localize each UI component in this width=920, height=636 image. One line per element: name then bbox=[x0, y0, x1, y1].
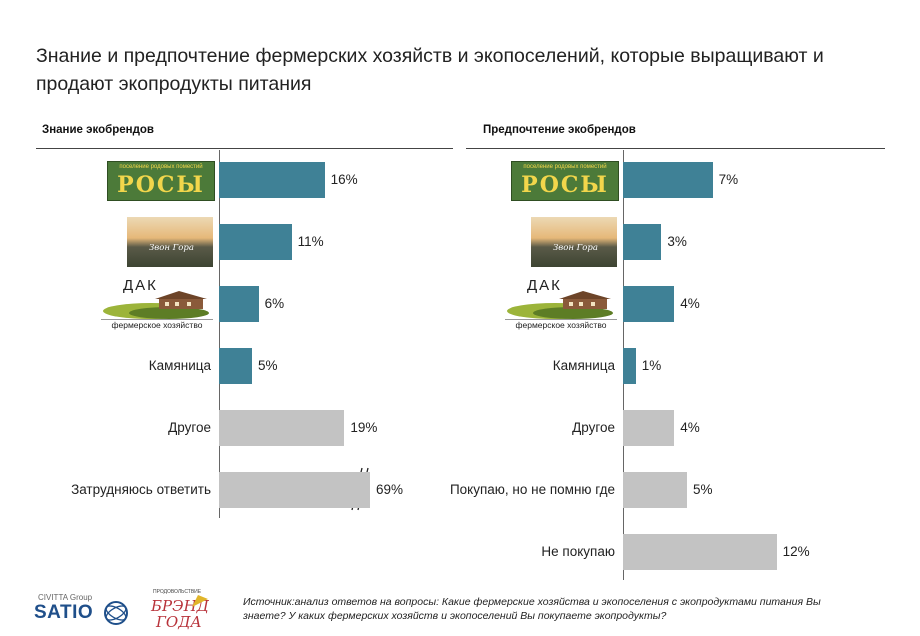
value-label: 3% bbox=[667, 234, 687, 249]
rosy-logo-text: РОСЫ bbox=[521, 172, 609, 198]
brand-of-year-logo: ПРОДОВОЛЬСТВИЕ БРЭНД ГОДА bbox=[150, 589, 220, 631]
value-label: 16% bbox=[330, 172, 358, 187]
bar bbox=[623, 348, 636, 384]
dak-logo: ДАК фермерское хозяйство bbox=[101, 277, 213, 331]
dak-logo-sub: фермерское хозяйство bbox=[505, 319, 617, 330]
chart-left-rule bbox=[36, 148, 453, 149]
bar bbox=[623, 224, 662, 260]
satio-group-label: CIVITTA Group bbox=[38, 593, 93, 602]
value-label: 7% bbox=[718, 172, 739, 187]
satio-name: SATIO bbox=[34, 602, 94, 623]
bar bbox=[219, 348, 252, 384]
dak-logo-text: ДАК bbox=[123, 277, 158, 294]
dak-logo: ДАК фермерское хозяйство bbox=[505, 277, 617, 331]
dak-logo-text: ДАК bbox=[527, 277, 562, 294]
bar bbox=[219, 162, 325, 198]
dak-logo-sub: фермерское хозяйство bbox=[101, 319, 213, 330]
farm-house-icon bbox=[507, 291, 613, 319]
bar bbox=[219, 410, 345, 446]
brand-small-text: ПРОДОВОЛЬСТВИЕ bbox=[153, 589, 202, 595]
zvon-gora-logo-text: Звон Гора bbox=[149, 243, 194, 253]
zvon-gora-logo: Звон Гора bbox=[531, 217, 617, 267]
bar bbox=[623, 534, 777, 570]
bar bbox=[623, 286, 675, 322]
source-note: Источник:анализ ответов на вопросы: Каки… bbox=[243, 596, 821, 622]
category-label: Камяница bbox=[552, 358, 615, 373]
category-label: Другое bbox=[572, 420, 615, 435]
value-label: 12% bbox=[782, 544, 810, 559]
value-label: 69% bbox=[376, 482, 404, 497]
category-label: Покупаю, но не помню где bbox=[449, 482, 615, 497]
category-label: Не покупаю bbox=[541, 544, 615, 559]
brand-name-1: БРЭНД bbox=[151, 597, 209, 615]
value-label: 1% bbox=[641, 358, 662, 373]
farm-house-icon bbox=[103, 291, 209, 319]
zvon-gora-logo-text: Звон Гора bbox=[553, 243, 598, 253]
chart-right-title: Предпочтение экобрендов bbox=[483, 124, 636, 136]
bar bbox=[623, 472, 687, 508]
satio-globe-icon bbox=[104, 601, 128, 625]
value-label: 5% bbox=[693, 482, 713, 497]
value-label: 4% bbox=[680, 296, 700, 311]
brand-name-2: ГОДА bbox=[156, 613, 202, 631]
category-label: Другое bbox=[168, 420, 211, 435]
value-label: 19% bbox=[350, 420, 378, 435]
value-label: 11% bbox=[297, 234, 324, 249]
rosy-logo: поселение родовых поместий РОСЫ bbox=[511, 161, 619, 201]
rosy-logo-top-text: поселение родовых поместий bbox=[523, 164, 607, 170]
value-label: 5% bbox=[258, 358, 278, 373]
rosy-logo: поселение родовых поместий РОСЫ bbox=[107, 161, 215, 201]
bar bbox=[623, 162, 713, 198]
bar bbox=[623, 410, 675, 446]
value-label: 6% bbox=[264, 296, 285, 311]
bar bbox=[219, 286, 259, 322]
page-title: Знание и предпочтение фермерских хозяйст… bbox=[36, 45, 824, 95]
rosy-logo-text: РОСЫ bbox=[117, 172, 205, 198]
brand-flag-icon bbox=[192, 595, 208, 607]
zvon-gora-logo: Звон Гора bbox=[127, 217, 213, 267]
category-label: Камяница bbox=[148, 358, 211, 373]
category-label: Затрудняюсь ответить bbox=[71, 482, 211, 497]
chart-left-axis bbox=[219, 150, 220, 518]
rosy-logo-top-text: поселение родовых поместий bbox=[119, 164, 203, 170]
bar bbox=[219, 472, 370, 508]
satio-logo: CIVITTA Group SATIO bbox=[34, 593, 128, 629]
bar bbox=[219, 224, 292, 260]
value-label: 4% bbox=[680, 420, 700, 435]
chart-right-rule bbox=[466, 148, 885, 149]
chart-left-title: Знание экобрендов bbox=[42, 124, 154, 136]
